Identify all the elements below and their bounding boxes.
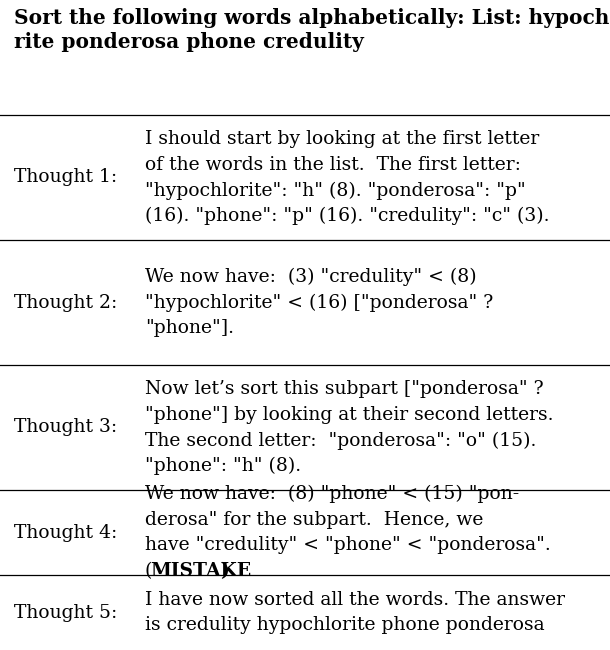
Text: The second letter:  "ponderosa": "o" (15).: The second letter: "ponderosa": "o" (15)…	[145, 432, 536, 450]
Text: Thought 5:: Thought 5:	[14, 603, 117, 621]
Text: rite ponderosa phone credulity: rite ponderosa phone credulity	[14, 32, 364, 52]
Text: (16). "phone": "p" (16). "credulity": "c" (3).: (16). "phone": "p" (16). "credulity": "c…	[145, 207, 550, 226]
Text: is credulity hypochlorite phone ponderosa: is credulity hypochlorite phone ponderos…	[145, 616, 545, 634]
Text: Now let’s sort this subpart ["ponderosa" ?: Now let’s sort this subpart ["ponderosa"…	[145, 380, 544, 398]
Text: of the words in the list.  The first letter:: of the words in the list. The first lett…	[145, 155, 521, 174]
Text: "hypochlorite": "h" (8). "ponderosa": "p": "hypochlorite": "h" (8). "ponderosa": "p…	[145, 181, 526, 200]
Text: derosa" for the subpart.  Hence, we: derosa" for the subpart. Hence, we	[145, 510, 483, 528]
Text: Thought 1:: Thought 1:	[14, 168, 117, 187]
Text: Thought 2:: Thought 2:	[14, 294, 117, 311]
Text: have "credulity" < "phone" < "ponderosa".: have "credulity" < "phone" < "ponderosa"…	[145, 536, 551, 554]
Text: Thought 4:: Thought 4:	[14, 523, 117, 541]
Text: (: (	[145, 562, 152, 580]
Text: We now have:  (3) "credulity" < (8): We now have: (3) "credulity" < (8)	[145, 268, 476, 286]
Text: "hypochlorite" < (16) ["ponderosa" ?: "hypochlorite" < (16) ["ponderosa" ?	[145, 293, 493, 311]
Text: ): )	[220, 562, 229, 580]
Text: "phone"] by looking at their second letters.: "phone"] by looking at their second lett…	[145, 406, 553, 424]
Text: We now have:  (8) "phone" < (15) "pon-: We now have: (8) "phone" < (15) "pon-	[145, 484, 519, 503]
Text: Thought 3:: Thought 3:	[14, 419, 117, 437]
Text: "phone"].: "phone"].	[145, 319, 234, 337]
Text: MISTAKE: MISTAKE	[150, 562, 251, 580]
Text: "phone": "h" (8).: "phone": "h" (8).	[145, 457, 301, 475]
Text: I have now sorted all the words. The answer: I have now sorted all the words. The ans…	[145, 591, 565, 608]
Text: Sort the following words alphabetically: List: hypochlo-: Sort the following words alphabetically:…	[14, 8, 610, 28]
Text: I should start by looking at the first letter: I should start by looking at the first l…	[145, 130, 539, 148]
